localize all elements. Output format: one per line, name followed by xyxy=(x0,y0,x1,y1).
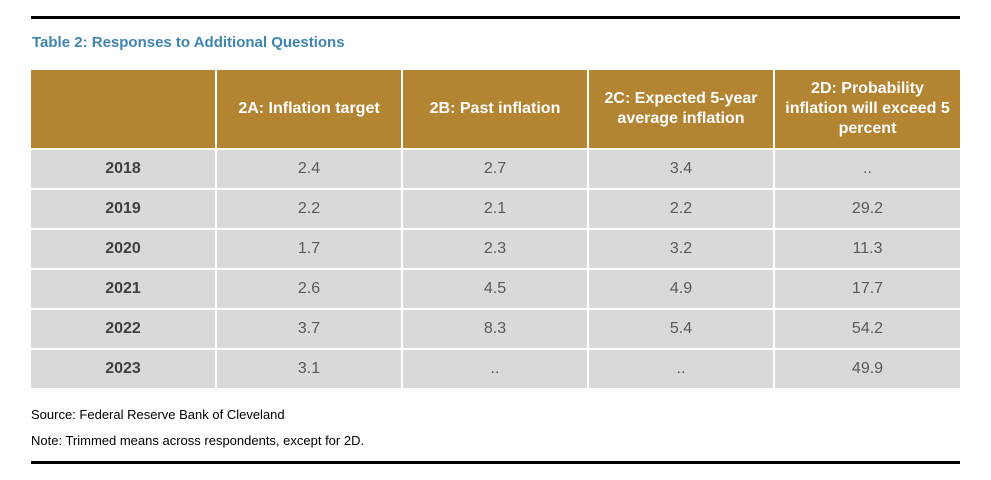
year-cell: 2021 xyxy=(31,268,217,310)
table-row: 2018 2.4 2.7 3.4 .. xyxy=(31,148,960,190)
table-row: 2022 3.7 8.3 5.4 54.2 xyxy=(31,308,960,350)
cell-2d: 54.2 xyxy=(773,308,960,350)
cell-2b: 4.5 xyxy=(401,268,589,310)
source-note: Source: Federal Reserve Bank of Clevelan… xyxy=(31,407,285,422)
header-cell-year xyxy=(31,70,217,150)
cell-2d: 11.3 xyxy=(773,228,960,270)
cell-2d: 29.2 xyxy=(773,188,960,230)
cell-2b: .. xyxy=(401,348,589,388)
header-cell-2d: 2D: Probability inflation will exceed 5 … xyxy=(773,70,960,150)
cell-2c: 3.4 xyxy=(587,148,775,190)
year-cell: 2020 xyxy=(31,228,217,270)
cell-2a: 2.2 xyxy=(215,188,403,230)
cell-2d: 17.7 xyxy=(773,268,960,310)
cell-2c: .. xyxy=(587,348,775,388)
cell-2d: 49.9 xyxy=(773,348,960,388)
cell-2a: 1.7 xyxy=(215,228,403,270)
top-rule xyxy=(31,16,960,19)
cell-2c: 3.2 xyxy=(587,228,775,270)
cell-2b: 2.1 xyxy=(401,188,589,230)
cell-2b: 2.3 xyxy=(401,228,589,270)
header-cell-2a: 2A: Inflation target xyxy=(215,70,403,150)
table-row: 2023 3.1 .. .. 49.9 xyxy=(31,348,960,388)
bottom-rule xyxy=(31,461,960,464)
cell-2c: 5.4 xyxy=(587,308,775,350)
cell-2d: .. xyxy=(773,148,960,190)
table-row: 2019 2.2 2.1 2.2 29.2 xyxy=(31,188,960,230)
header-cell-2b: 2B: Past inflation xyxy=(401,70,589,150)
cell-2b: 2.7 xyxy=(401,148,589,190)
year-cell: 2019 xyxy=(31,188,217,230)
cell-2a: 3.7 xyxy=(215,308,403,350)
cell-2b: 8.3 xyxy=(401,308,589,350)
cell-2a: 3.1 xyxy=(215,348,403,388)
year-cell: 2022 xyxy=(31,308,217,350)
methodology-note: Note: Trimmed means across respondents, … xyxy=(31,433,365,448)
year-cell: 2023 xyxy=(31,348,217,388)
year-cell: 2018 xyxy=(31,148,217,190)
table-title: Table 2: Responses to Additional Questio… xyxy=(32,34,345,51)
table-row: 2020 1.7 2.3 3.2 11.3 xyxy=(31,228,960,270)
responses-table: 2A: Inflation target 2B: Past inflation … xyxy=(31,70,960,388)
table-row: 2021 2.6 4.5 4.9 17.7 xyxy=(31,268,960,310)
cell-2c: 2.2 xyxy=(587,188,775,230)
cell-2c: 4.9 xyxy=(587,268,775,310)
cell-2a: 2.6 xyxy=(215,268,403,310)
cell-2a: 2.4 xyxy=(215,148,403,190)
header-row: 2A: Inflation target 2B: Past inflation … xyxy=(31,70,960,150)
header-cell-2c: 2C: Expected 5-year average inflation xyxy=(587,70,775,150)
